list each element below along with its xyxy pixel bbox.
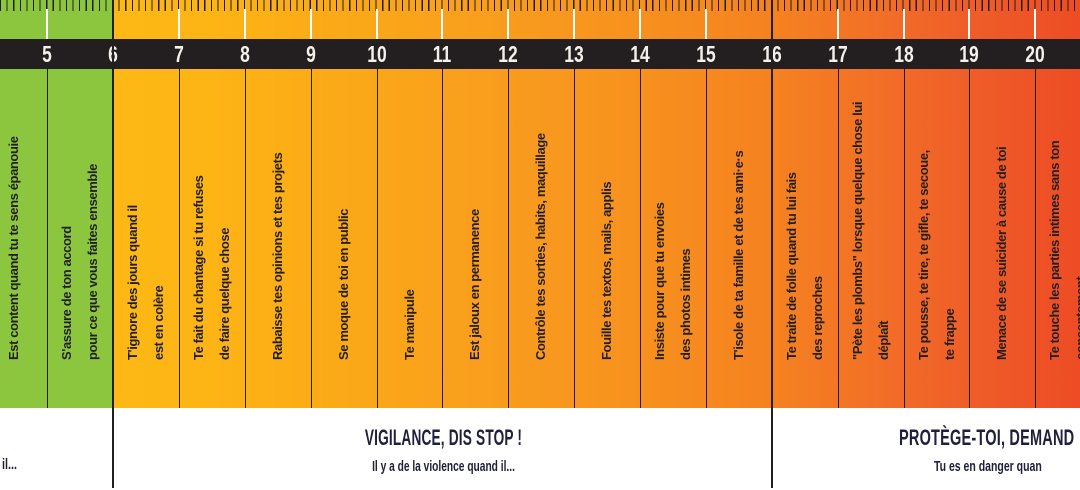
unit-line-20 bbox=[1034, 9, 1036, 39]
column-separator bbox=[442, 69, 443, 408]
meter-column: "Pète les plombs" lorsque quelque chose … bbox=[838, 69, 904, 360]
column-separator bbox=[904, 69, 905, 408]
column-label: Te manipule bbox=[402, 289, 417, 360]
section-boundary-profite-vigilance bbox=[112, 0, 114, 488]
column-label: Fouille tes textos, mails, applis bbox=[599, 181, 614, 360]
unit-line-13 bbox=[573, 9, 575, 39]
unit-line-11 bbox=[441, 9, 443, 39]
meter-column: Te touche les parties intimes sans ton c… bbox=[1035, 69, 1080, 360]
vigilance-section-title: VIGILANCE, DIS STOP ! bbox=[364, 425, 523, 450]
columns-background bbox=[0, 69, 1080, 408]
column-separator bbox=[311, 69, 312, 408]
protege-section-title: PROTÈGE-TOI, DEMAND bbox=[899, 425, 1075, 450]
column-separator bbox=[245, 69, 246, 408]
column-separator bbox=[838, 69, 839, 408]
ruler-number: 17 bbox=[828, 41, 848, 67]
column-label: Te traite de folle quand tu lui fais des… bbox=[784, 172, 825, 360]
column-label: Se moque de toi en public bbox=[336, 208, 351, 360]
meter-column: Insiste pour que tu envoies des photos i… bbox=[640, 69, 706, 360]
ruler-number: 13 bbox=[564, 41, 584, 67]
column-label: Insiste pour que tu envoies des photos i… bbox=[652, 202, 693, 360]
protege-section-subtitle: Tu es en danger quan bbox=[934, 458, 1042, 475]
column-label: Est jaloux en permanence bbox=[467, 209, 482, 360]
ruler-number: 5 bbox=[42, 41, 52, 67]
unit-line-10 bbox=[376, 9, 378, 39]
column-label: Te fait du chantage si tu refuses de fai… bbox=[191, 175, 232, 361]
unit-line-7 bbox=[178, 9, 180, 39]
ruler-number: 20 bbox=[1025, 41, 1045, 67]
ruler-number: 19 bbox=[959, 41, 979, 67]
meter-column: Se moque de toi en public bbox=[311, 69, 377, 360]
unit-line-12 bbox=[507, 9, 509, 39]
column-label: T'ignore des jours quand il est en colèr… bbox=[125, 205, 166, 360]
column-label: Te pousse, te tire, te gifle, te secoue,… bbox=[916, 150, 957, 360]
meter-column: Est jaloux en permanence bbox=[442, 69, 508, 360]
ruler-tick-marks bbox=[0, 0, 1080, 11]
column-label: Te touche les parties intimes sans ton c… bbox=[1047, 140, 1080, 360]
column-label: Est content quand tu te sens épanouie bbox=[6, 136, 21, 360]
meter-column: Contrôle tes sorties, habits, maquillage bbox=[508, 69, 574, 360]
meter-column: Te pousse, te tire, te gifle, te secoue,… bbox=[904, 69, 970, 360]
number-band bbox=[0, 39, 1080, 69]
unit-line-18 bbox=[903, 9, 905, 39]
meter-column: Est content quand tu te sens épanouie bbox=[0, 69, 47, 360]
ruler-number: 12 bbox=[498, 41, 518, 67]
section-boundary-vigilance-protege bbox=[771, 0, 773, 488]
meter-column: Te fait du chantage si tu refuses de fai… bbox=[179, 69, 245, 361]
column-separator bbox=[969, 69, 970, 408]
unit-line-8 bbox=[244, 9, 246, 39]
ruler-number: 14 bbox=[630, 41, 650, 67]
column-separator bbox=[377, 69, 378, 408]
profite-subtitle-fragment: il... bbox=[2, 456, 18, 473]
meter-column: Te manipule bbox=[377, 69, 443, 360]
column-separator bbox=[508, 69, 509, 408]
meter-column: Fouille tes textos, mails, applis bbox=[574, 69, 640, 360]
meter-column: Te traite de folle quand tu lui fais des… bbox=[772, 69, 838, 360]
column-label: Contrôle tes sorties, habits, maquillage bbox=[533, 133, 548, 360]
column-separator bbox=[1035, 69, 1036, 408]
meter-column: T'isole de ta famille et de tes ami·e·s bbox=[706, 69, 772, 360]
ruler-number: 8 bbox=[240, 41, 250, 67]
unit-line-5 bbox=[46, 9, 48, 39]
vigilance-section-subtitle: Il y a de la violence quand il... bbox=[372, 458, 515, 475]
column-separator bbox=[179, 69, 180, 408]
unit-line-15 bbox=[705, 9, 707, 39]
meter-column: Rabaisse tes opinions et tes projets bbox=[245, 69, 311, 360]
unit-line-9 bbox=[310, 9, 312, 39]
column-separator bbox=[47, 69, 48, 408]
meter-column: S'assure de ton accord pour ce que vous … bbox=[47, 69, 113, 360]
column-label: T'isole de ta famille et de tes ami·e·s bbox=[731, 150, 746, 360]
column-separator bbox=[574, 69, 575, 408]
column-separator bbox=[640, 69, 641, 408]
meter-column: T'ignore des jours quand il est en colèr… bbox=[113, 69, 179, 360]
ruler-number: 15 bbox=[696, 41, 716, 67]
ruler-number: 7 bbox=[174, 41, 184, 67]
column-label: Rabaisse tes opinions et tes projets bbox=[270, 152, 285, 360]
ruler-strip bbox=[0, 0, 1080, 39]
meter-column: Menace de se suicider à cause de toi bbox=[969, 69, 1035, 360]
column-label: Menace de se suicider à cause de toi bbox=[994, 146, 1009, 360]
ruler-number: 10 bbox=[367, 41, 387, 67]
column-separator bbox=[706, 69, 707, 408]
ruler-number: 18 bbox=[894, 41, 914, 67]
unit-line-19 bbox=[968, 9, 970, 39]
ruler-number: 11 bbox=[432, 41, 452, 67]
unit-line-14 bbox=[639, 9, 641, 39]
column-label: "Pète les plombs" lorsque quelque chose … bbox=[850, 101, 891, 360]
unit-line-17 bbox=[837, 9, 839, 39]
column-label: S'assure de ton accord pour ce que vous … bbox=[59, 164, 100, 360]
ruler-number: 9 bbox=[306, 41, 316, 67]
